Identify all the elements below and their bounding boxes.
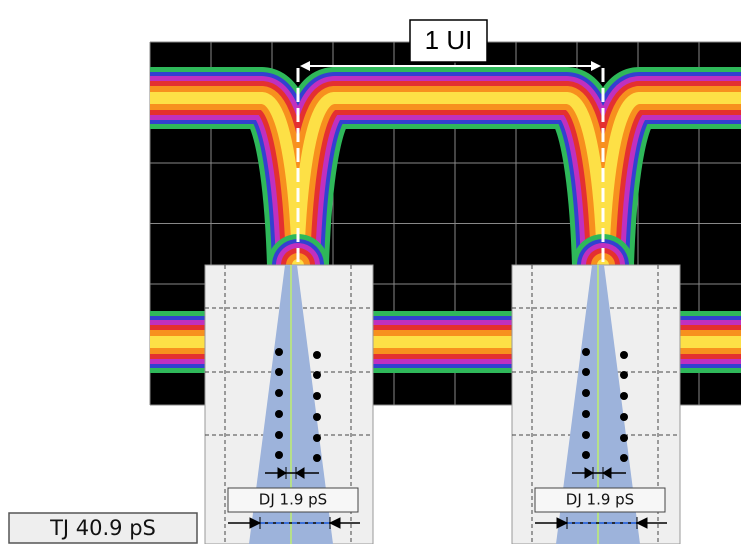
sample-dot — [582, 410, 590, 418]
sample-dot — [582, 389, 590, 397]
sample-dot — [313, 392, 321, 400]
sample-dot — [582, 431, 590, 439]
ui-label: 1 UI — [425, 25, 473, 55]
sample-dot — [582, 451, 590, 459]
sample-dot — [313, 454, 321, 462]
sample-dot — [582, 368, 590, 376]
dj-label: DJ 1.9 pS — [566, 491, 634, 509]
sample-dot — [275, 368, 283, 376]
sample-dot — [275, 410, 283, 418]
sample-dot — [620, 371, 628, 379]
sample-dot — [620, 413, 628, 421]
sample-dot — [275, 451, 283, 459]
sample-dot — [275, 348, 283, 356]
sample-dot — [620, 454, 628, 462]
sample-dot — [620, 351, 628, 359]
sample-dot — [275, 431, 283, 439]
sample-dot — [313, 371, 321, 379]
dj-label: DJ 1.9 pS — [259, 491, 327, 509]
sample-dot — [275, 389, 283, 397]
sample-dot — [620, 392, 628, 400]
sample-dot — [620, 434, 628, 442]
tj-label: TJ 40.9 pS — [49, 516, 156, 540]
sample-dot — [313, 434, 321, 442]
sample-dot — [582, 348, 590, 356]
sample-dot — [313, 413, 321, 421]
eye-diagram-figure: 1 UI DJ 1.9 pS DJ 1.9 pS TJ 40.9 pS — [0, 0, 741, 544]
sample-dot — [313, 351, 321, 359]
